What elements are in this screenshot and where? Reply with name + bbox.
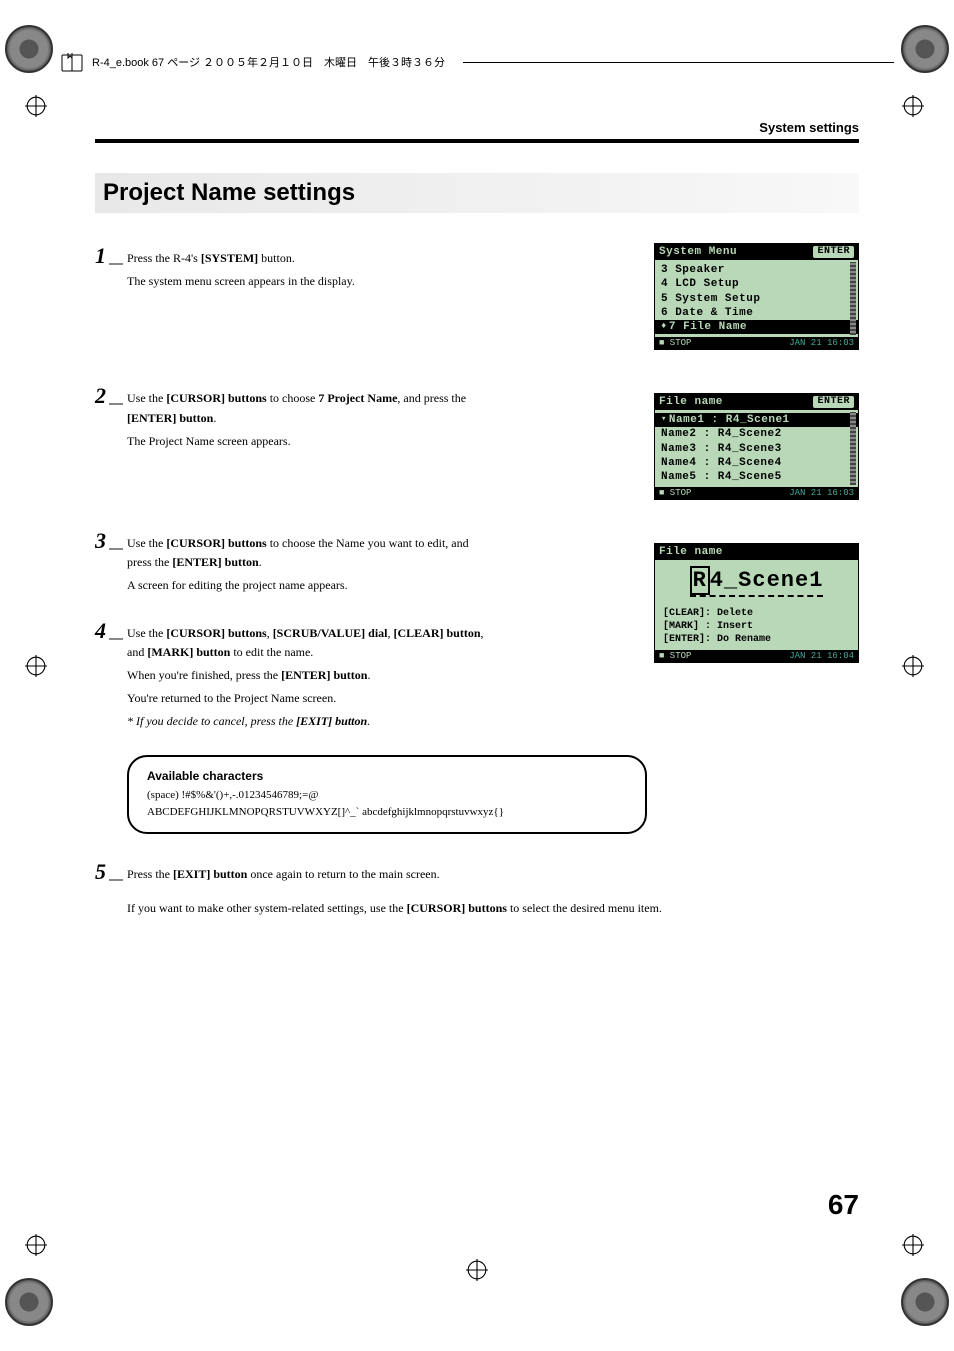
step-number: 1 (95, 243, 127, 269)
lcd-item: 6 Date & Time (661, 306, 852, 320)
title-bar: Project Name settings (95, 173, 859, 213)
lcd-name-rest: 4_Scene1 (710, 568, 824, 593)
lcd-hint: [CLEAR]: Delete (663, 607, 850, 620)
lcd-stop: ■ STOP (659, 488, 691, 498)
step-number: 5 (95, 859, 127, 885)
available-characters-box: Available characters (space) !#$%&'()+,-… (127, 755, 647, 834)
char-box-line: ABCDEFGHIJKLMNOPQRSTUVWXYZ[]^_` abcdefgh… (147, 804, 627, 821)
lcd-item: Name2 : R4_Scene2 (661, 427, 852, 441)
lcd-stop: ■ STOP (659, 338, 691, 348)
reg-mark (902, 95, 924, 117)
reg-mark (25, 95, 47, 117)
book-header: R-4_e.book 67 ページ ２００５年２月１０日 木曜日 午後３時３６分 (60, 50, 894, 74)
step-number: 3 (95, 528, 127, 554)
reg-mark (902, 1234, 924, 1256)
book-icon (60, 50, 84, 74)
lcd-item-selected: 7 File Name (669, 320, 747, 334)
lcd-time: JAN 21 16:04 (789, 651, 854, 661)
lcd-item: Name4 : R4_Scene4 (661, 456, 852, 470)
lcd-item: Name5 : R4_Scene5 (661, 470, 852, 484)
lcd-system-menu: System Menu ENTER 3 Speaker 4 LCD Setup … (654, 243, 859, 350)
lcd-time: JAN 21 16:03 (789, 488, 854, 498)
lcd-title: System Menu (659, 246, 737, 258)
crop-corner-bl (5, 1278, 53, 1326)
lcd-time: JAN 21 16:03 (789, 338, 854, 348)
lcd-item: 4 LCD Setup (661, 277, 852, 291)
section-header: System settings (95, 120, 859, 143)
reg-mark (466, 1259, 488, 1281)
reg-mark (902, 655, 924, 677)
lcd-enter-badge: ENTER (813, 396, 854, 408)
lcd-item: Name3 : R4_Scene3 (661, 442, 852, 456)
lcd-file-name-edit: File name R4_Scene1 [CLEAR]: Delete [MAR… (654, 543, 859, 663)
crop-corner-tr (901, 25, 949, 73)
page-content: System settings Project Name settings Sy… (95, 120, 859, 1221)
book-header-text: R-4_e.book 67 ページ ２００５年２月１０日 木曜日 午後３時３６分 (92, 54, 445, 70)
lcd-file-name-list: File name ENTER ▾Name1 : R4_Scene1 Name2… (654, 393, 859, 500)
step-5: 5 Press the [EXIT] button once again to … (95, 859, 859, 921)
page-number: 67 (828, 1189, 859, 1221)
lcd-item-selected: Name1 : R4_Scene1 (669, 413, 790, 427)
char-box-title: Available characters (147, 769, 627, 783)
reg-mark (25, 655, 47, 677)
lcd-item: 5 System Setup (661, 292, 852, 306)
step-number: 4 (95, 618, 127, 644)
lcd-hint: [ENTER]: Do Rename (663, 633, 850, 646)
lcd-title: File name (659, 396, 723, 408)
char-box-line: (space) !#$%&'()+,-.01234546789;=@ (147, 787, 627, 804)
reg-mark (25, 1234, 47, 1256)
lcd-enter-badge: ENTER (813, 246, 854, 258)
lcd-title: File name (659, 546, 723, 558)
lcd-scrollbar (850, 262, 856, 335)
lcd-stop: ■ STOP (659, 651, 691, 661)
lcd-cursor-char: R (690, 566, 710, 595)
crop-corner-br (901, 1278, 949, 1326)
lcd-item: 3 Speaker (661, 263, 852, 277)
page-title: Project Name settings (103, 179, 851, 207)
crop-corner-tl (5, 25, 53, 73)
step-number: 2 (95, 383, 127, 409)
lcd-scrollbar (850, 412, 856, 485)
lcd-hint: [MARK] : Insert (663, 620, 850, 633)
